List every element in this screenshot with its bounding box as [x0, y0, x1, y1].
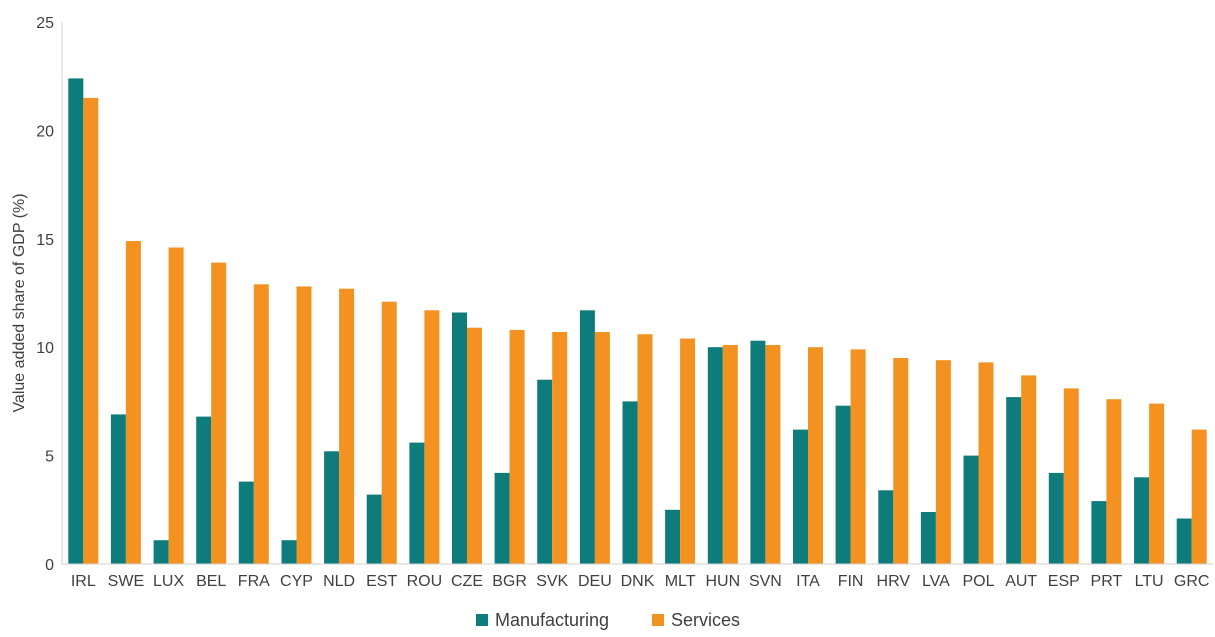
bar-manufacturing-rou: [409, 442, 425, 564]
y-tick-label: 20: [36, 123, 54, 140]
bar-manufacturing-bel: [196, 416, 212, 564]
x-tick-label: ROU: [407, 573, 443, 590]
x-tick-label: POL: [962, 573, 994, 590]
x-tick-label: NLD: [323, 573, 355, 590]
bar-services-aut: [1021, 375, 1037, 564]
bar-services-esp: [1063, 388, 1079, 564]
bar-services-dnk: [637, 334, 653, 564]
bar-services-grc: [1191, 429, 1207, 564]
x-tick-label: DNK: [621, 573, 655, 590]
x-tick-label: SVK: [536, 573, 568, 590]
bar-services-lva: [935, 360, 951, 564]
bar-manufacturing-irl: [68, 78, 84, 565]
bar-services-ita: [808, 347, 823, 564]
bar-services-swe: [125, 241, 141, 564]
bar-manufacturing-hrv: [878, 490, 894, 564]
bar-manufacturing-prt: [1091, 501, 1107, 564]
bar-services-pol: [978, 362, 994, 564]
bar-services-svn: [765, 345, 781, 564]
bar-manufacturing-svk: [537, 379, 553, 564]
x-tick-label: BEL: [196, 573, 226, 590]
bar-services-irl: [83, 97, 99, 565]
x-tick-label: LTU: [1135, 573, 1164, 590]
x-tick-label: AUT: [1005, 573, 1037, 590]
bar-services-fra: [253, 284, 269, 564]
x-tick-label: DEU: [578, 573, 612, 590]
bar-manufacturing-ita: [793, 429, 808, 564]
bars: [68, 78, 1207, 565]
legend-swatch-services: [652, 614, 664, 626]
y-tick-label: 10: [36, 340, 54, 357]
x-tick-label: LVA: [922, 573, 950, 590]
x-tick-label: GRC: [1174, 573, 1210, 590]
bar-manufacturing-deu: [579, 310, 595, 564]
bar-manufacturing-esp: [1048, 472, 1064, 564]
bar-manufacturing-nld: [324, 451, 340, 564]
bar-manufacturing-fin: [835, 405, 851, 564]
y-tick-label: 25: [36, 15, 54, 32]
bar-services-cyp: [296, 286, 312, 564]
x-tick-label: MLT: [665, 573, 696, 590]
bar-manufacturing-aut: [1006, 397, 1022, 564]
bar-services-deu: [594, 332, 610, 564]
bar-services-ltu: [1149, 403, 1165, 564]
x-tick-label: LUX: [153, 573, 184, 590]
bar-manufacturing-swe: [110, 414, 126, 564]
bar-services-hrv: [893, 358, 909, 564]
x-tick-label: HUN: [705, 573, 740, 590]
bar-services-fin: [850, 349, 866, 564]
legend: Manufacturing Services: [476, 610, 740, 630]
bar-manufacturing-est: [366, 494, 382, 564]
bar-services-svk: [552, 332, 568, 564]
bar-manufacturing-lva: [920, 512, 936, 564]
x-tick-label: IRL: [71, 573, 96, 590]
x-tick-label: SWE: [108, 573, 144, 590]
bar-manufacturing-dnk: [622, 401, 638, 564]
x-tick-label: BGR: [492, 573, 527, 590]
bar-services-mlt: [680, 338, 696, 564]
legend-swatch-manufacturing: [476, 614, 488, 626]
x-tick-label: EST: [366, 573, 397, 590]
legend-label-services: Services: [671, 610, 740, 630]
y-axis-label: Value added share of GDP (%): [11, 193, 28, 412]
bar-services-hun: [722, 345, 738, 564]
x-tick-label: ITA: [796, 573, 820, 590]
bar-manufacturing-pol: [963, 455, 979, 564]
bar-services-lux: [168, 247, 184, 564]
x-axis-ticks: IRL SWE LUX BEL FRA CYP NLD EST ROU CZE BGR SVK DEU D…: [71, 573, 1210, 590]
bar-manufacturing-bgr: [494, 472, 510, 564]
bar-manufacturing-hun: [707, 347, 723, 564]
bar-services-cze: [467, 327, 482, 564]
y-tick-label: 15: [36, 232, 54, 249]
bar-manufacturing-ltu: [1134, 477, 1150, 564]
bar-manufacturing-fra: [238, 481, 254, 564]
x-tick-label: SVN: [749, 573, 782, 590]
bar-manufacturing-svn: [750, 340, 766, 564]
bar-services-est: [381, 301, 397, 564]
x-tick-label: PRT: [1091, 573, 1123, 590]
bar-services-bgr: [509, 329, 525, 564]
bar-services-bel: [211, 262, 227, 564]
legend-label-manufacturing: Manufacturing: [495, 610, 609, 630]
bar-manufacturing-cze: [452, 312, 467, 564]
y-axis-ticks: 0 5 10 15 20 25: [36, 15, 54, 574]
bar-manufacturing-lux: [153, 540, 169, 564]
x-tick-label: ESP: [1048, 573, 1080, 590]
bar-manufacturing-grc: [1176, 518, 1192, 564]
x-tick-label: FRA: [238, 573, 270, 590]
x-tick-label: CYP: [280, 573, 313, 590]
x-tick-label: HRV: [877, 573, 911, 590]
bar-services-nld: [339, 288, 355, 564]
bar-services-prt: [1106, 399, 1122, 564]
bar-services-rou: [424, 310, 440, 564]
y-tick-label: 5: [45, 449, 54, 466]
x-tick-label: FIN: [838, 573, 864, 590]
x-tick-label: CZE: [451, 573, 483, 590]
bar-manufacturing-cyp: [281, 540, 297, 564]
bar-manufacturing-mlt: [665, 509, 681, 564]
y-tick-label: 0: [45, 557, 54, 574]
